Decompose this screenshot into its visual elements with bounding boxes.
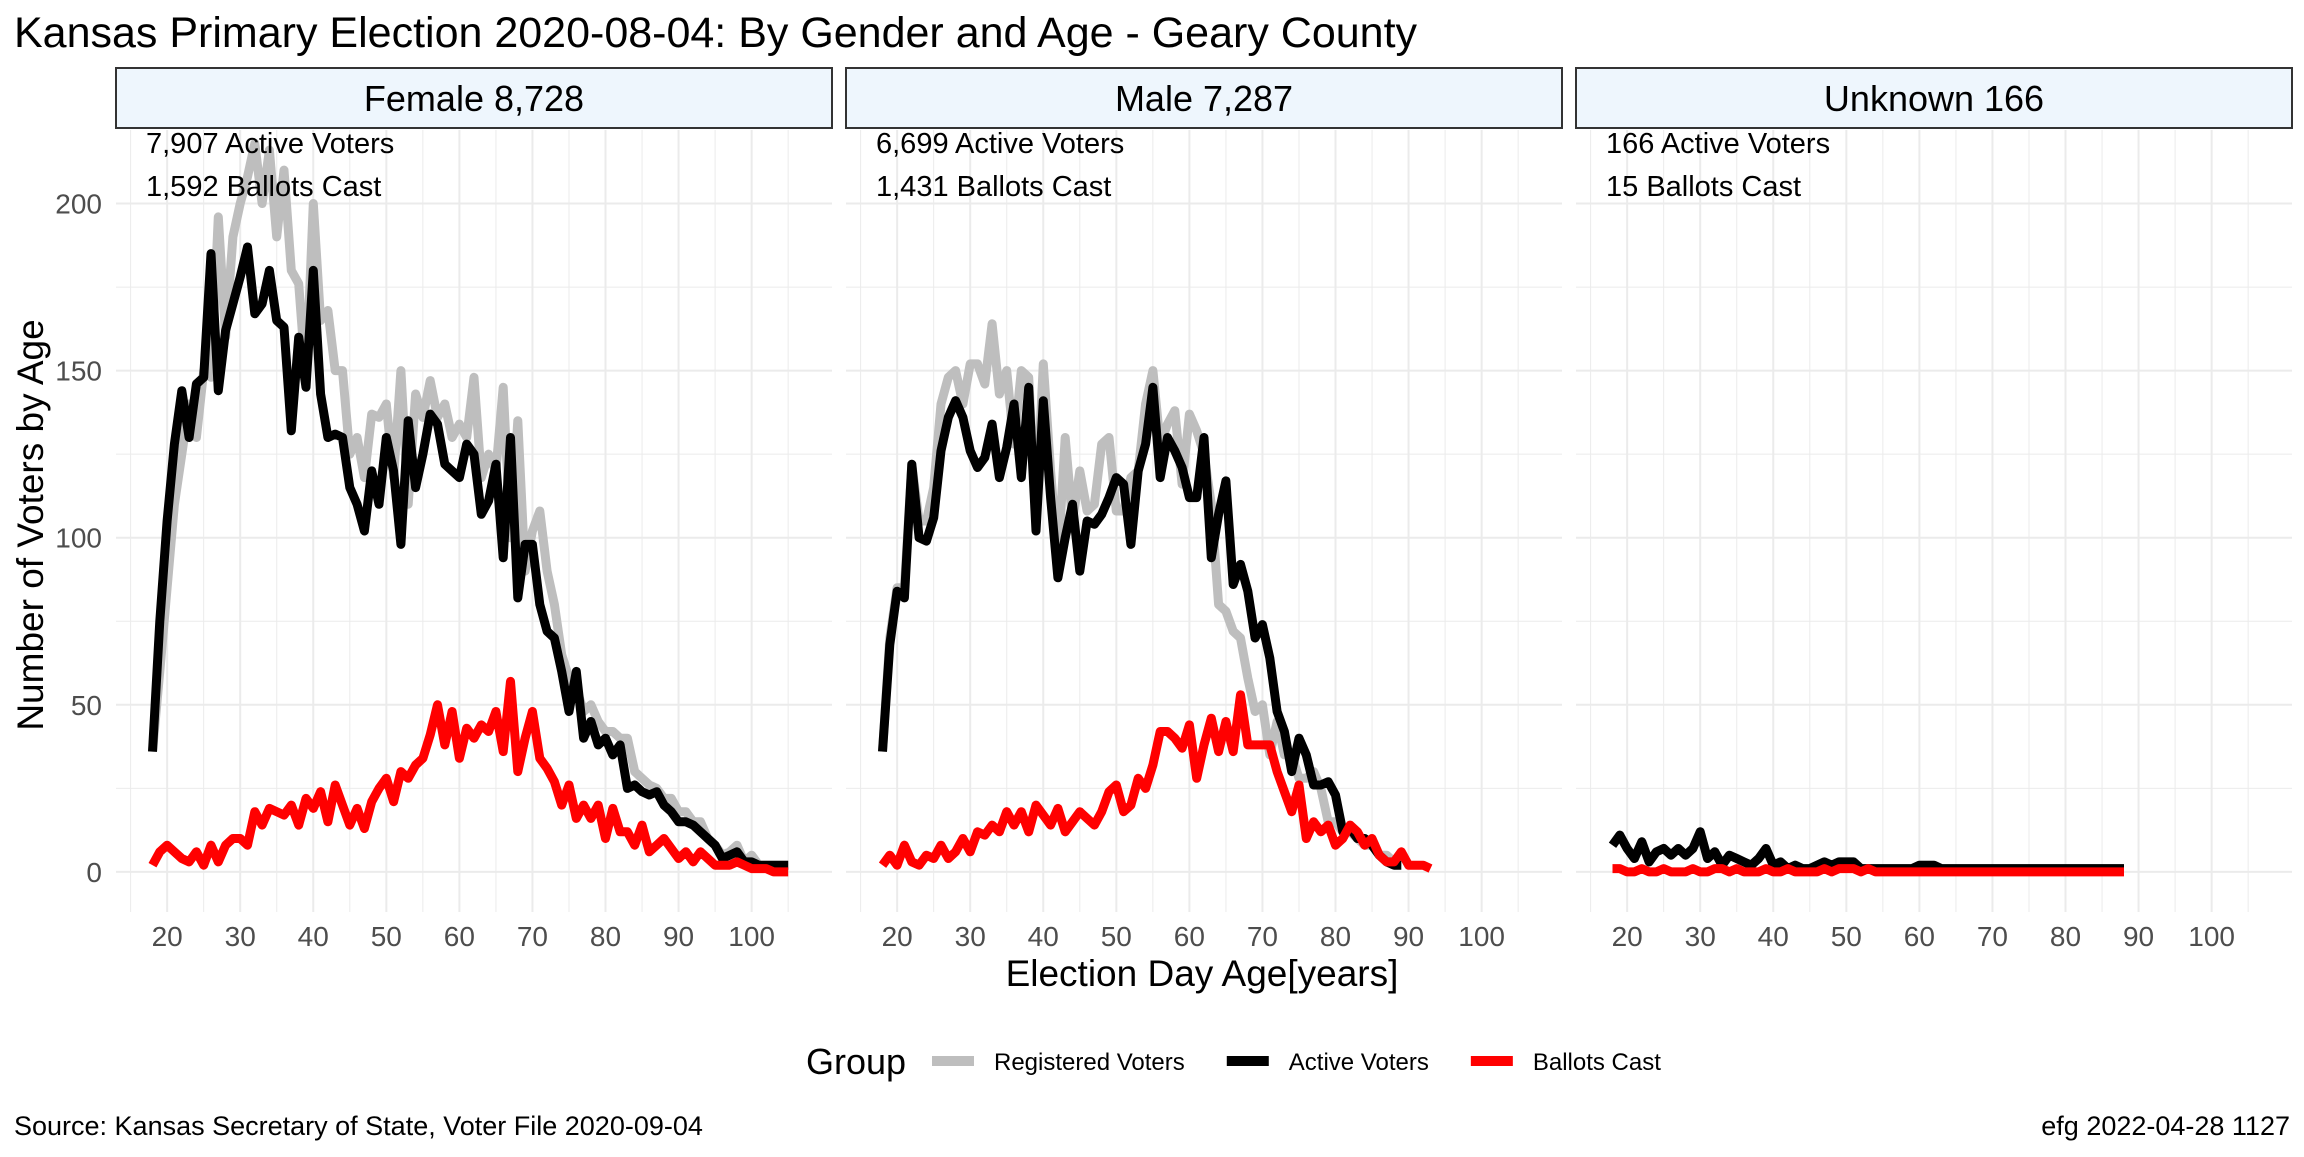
x-tick-label: 90 (2123, 921, 2154, 952)
author-caption: efg 2022-04-28 1127 (2041, 1111, 2290, 1141)
x-tick-label: 80 (2050, 921, 2081, 952)
x-tick-label: 90 (663, 921, 694, 952)
panel-annotation: 15 Ballots Cast (1606, 171, 1801, 203)
x-tick-label: 80 (1320, 921, 1351, 952)
y-tick-label: 150 (55, 356, 102, 387)
x-tick-label: 30 (955, 921, 986, 952)
x-tick-label: 60 (1904, 921, 1935, 952)
x-tick-label: 60 (444, 921, 475, 952)
legend-items: Registered Voters Active Voters Ballots Ca… (932, 1049, 1661, 1076)
x-tick-label: 20 (1612, 921, 1643, 952)
x-tick-label: 100 (2188, 921, 2235, 952)
x-tick-label: 70 (1977, 921, 2008, 952)
x-tick-label: 70 (1247, 921, 1278, 952)
panel-3: Unknown 166 166 Active Voters 15 Ballots C… (1575, 67, 2293, 952)
x-tick-label: 100 (728, 921, 775, 952)
x-tick-label: 40 (1758, 921, 1789, 952)
legend-label: Registered Voters (994, 1049, 1185, 1076)
x-tick-label: 80 (590, 921, 621, 952)
x-tick-label: 40 (298, 921, 329, 952)
x-tick-label: 20 (882, 921, 913, 952)
x-tick-label: 60 (1174, 921, 1205, 952)
facet-strip (845, 67, 1563, 129)
x-tick-label: 90 (1393, 921, 1424, 952)
legend-label: Ballots Cast (1533, 1049, 1661, 1076)
chart-title: Kansas Primary Election 2020-08-04: By G… (14, 9, 1418, 57)
series-line-active-voters (1608, 827, 2124, 874)
series-line-ballots-cast (148, 676, 789, 877)
series-line-active-voters (878, 382, 1402, 870)
series-line-ballots-cast (1612, 864, 2124, 877)
facet-strip-label: Male 7,287 (1115, 78, 1293, 119)
x-tick-label: 20 (152, 921, 183, 952)
x-axis-title: Election Day Age[years] (1006, 953, 1399, 994)
facet-strip-label: Female 8,728 (364, 78, 584, 119)
panel-1: Female 8,728 7,907 Active Voters 1,592 Bal… (55, 67, 833, 952)
x-tick-label: 50 (1831, 921, 1862, 952)
y-tick-label: 0 (86, 857, 102, 888)
x-tick-label: 50 (371, 921, 402, 952)
facet-strip (1575, 67, 2293, 129)
x-tick-label: 70 (517, 921, 548, 952)
y-tick-label: 100 (55, 523, 102, 554)
legend-title: Group (806, 1041, 906, 1082)
panel-annotation: 1,592 Ballots Cast (146, 171, 381, 203)
x-tick-label: 50 (1101, 921, 1132, 952)
panel-2: Male 7,287 6,699 Active Voters 1,431 Ballo… (845, 67, 1563, 952)
x-tick-label: 30 (225, 921, 256, 952)
panel-annotation: 166 Active Voters (1606, 128, 1830, 160)
legend: Group Registered Voters Active Voters Ball… (806, 1041, 1661, 1082)
y-tick-label: 200 (55, 189, 102, 220)
facet-panels: Female 8,728 7,907 Active Voters 1,592 Bal… (55, 67, 2293, 952)
facet-strip-label: Unknown 166 (1824, 78, 2044, 119)
legend-label: Active Voters (1289, 1049, 1429, 1076)
series-line-registered-voters (148, 138, 789, 870)
x-tick-label: 30 (1685, 921, 1716, 952)
series-line-active-voters (148, 242, 789, 870)
y-tick-label: 50 (71, 690, 102, 721)
panel-annotation: 1,431 Ballots Cast (876, 171, 1111, 203)
x-tick-label: 40 (1028, 921, 1059, 952)
source-caption: Source: Kansas Secretary of State, Voter… (14, 1111, 703, 1141)
panel-annotation: 7,907 Active Voters (146, 128, 394, 160)
y-axis-title: Number of Voters by Age (10, 319, 51, 730)
x-tick-label: 100 (1458, 921, 1505, 952)
panel-annotation: 6,699 Active Voters (876, 128, 1124, 160)
facet-strip (115, 67, 833, 129)
series-line-ballots-cast (878, 690, 1433, 873)
